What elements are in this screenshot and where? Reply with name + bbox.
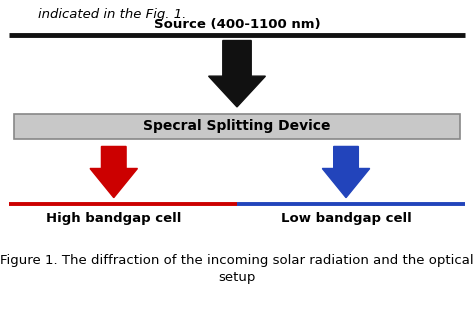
Text: High bandgap cell: High bandgap cell (46, 212, 182, 225)
Text: Source (400-1100 nm): Source (400-1100 nm) (154, 18, 320, 31)
Text: Specral Splitting Device: Specral Splitting Device (143, 119, 331, 133)
FancyArrow shape (209, 40, 265, 107)
FancyArrow shape (90, 146, 137, 198)
Text: setup: setup (219, 271, 255, 284)
FancyArrow shape (322, 146, 370, 198)
Text: indicated in the Fig. 1.: indicated in the Fig. 1. (38, 8, 186, 21)
Text: Low bandgap cell: Low bandgap cell (281, 212, 411, 225)
Bar (14, 114, 460, 139)
Text: Figure 1. The diffraction of the incoming solar radiation and the optical: Figure 1. The diffraction of the incomin… (0, 254, 474, 267)
